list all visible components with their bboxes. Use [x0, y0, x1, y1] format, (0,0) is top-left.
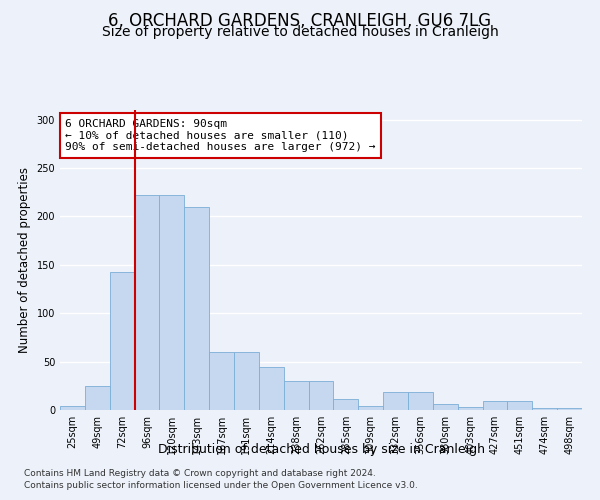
Bar [433, 404, 458, 410]
Bar [458, 407, 482, 410]
Bar [184, 207, 209, 410]
Bar [508, 402, 532, 410]
Bar [60, 406, 85, 410]
Text: 6 ORCHARD GARDENS: 90sqm
← 10% of detached houses are smaller (110)
90% of semi-: 6 ORCHARD GARDENS: 90sqm ← 10% of detach… [65, 119, 376, 152]
Bar [358, 406, 383, 410]
Bar [408, 392, 433, 410]
Bar [209, 352, 234, 410]
Bar [383, 392, 408, 410]
Bar [234, 352, 259, 410]
Bar [284, 381, 308, 410]
Text: 6, ORCHARD GARDENS, CRANLEIGH, GU6 7LG: 6, ORCHARD GARDENS, CRANLEIGH, GU6 7LG [109, 12, 491, 30]
Y-axis label: Number of detached properties: Number of detached properties [18, 167, 31, 353]
Text: Contains HM Land Registry data © Crown copyright and database right 2024.: Contains HM Land Registry data © Crown c… [24, 468, 376, 477]
Bar [134, 195, 160, 410]
Text: Distribution of detached houses by size in Cranleigh: Distribution of detached houses by size … [157, 442, 485, 456]
Bar [110, 272, 134, 410]
Bar [532, 408, 557, 410]
Bar [557, 408, 582, 410]
Text: Contains public sector information licensed under the Open Government Licence v3: Contains public sector information licen… [24, 481, 418, 490]
Bar [482, 402, 508, 410]
Bar [85, 386, 110, 410]
Text: Size of property relative to detached houses in Cranleigh: Size of property relative to detached ho… [101, 25, 499, 39]
Bar [259, 368, 284, 410]
Bar [334, 400, 358, 410]
Bar [160, 195, 184, 410]
Bar [308, 381, 334, 410]
